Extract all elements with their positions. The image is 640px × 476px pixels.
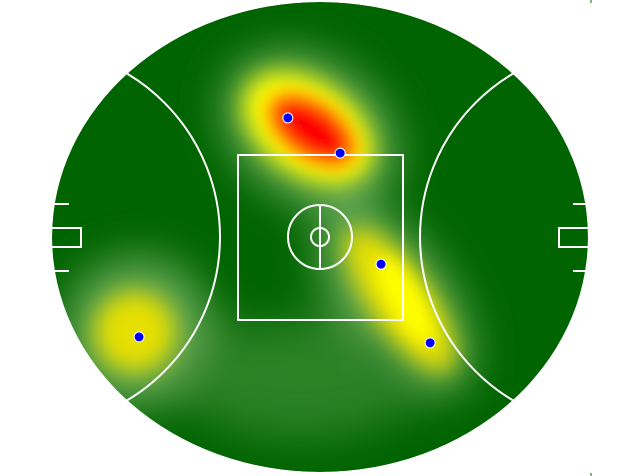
- right-50m-arc: [419, 46, 588, 428]
- event-points: [133, 112, 436, 349]
- event-point: [133, 331, 145, 343]
- left-goal-square: [52, 227, 82, 248]
- left-50m-arc: [52, 46, 221, 428]
- centre-square: [237, 154, 404, 321]
- event-point: [334, 147, 346, 159]
- event-point: [282, 112, 294, 124]
- field-markings: [52, 46, 588, 428]
- right-goal-square: [558, 227, 588, 248]
- event-point: [375, 258, 387, 270]
- event-point: [424, 337, 436, 349]
